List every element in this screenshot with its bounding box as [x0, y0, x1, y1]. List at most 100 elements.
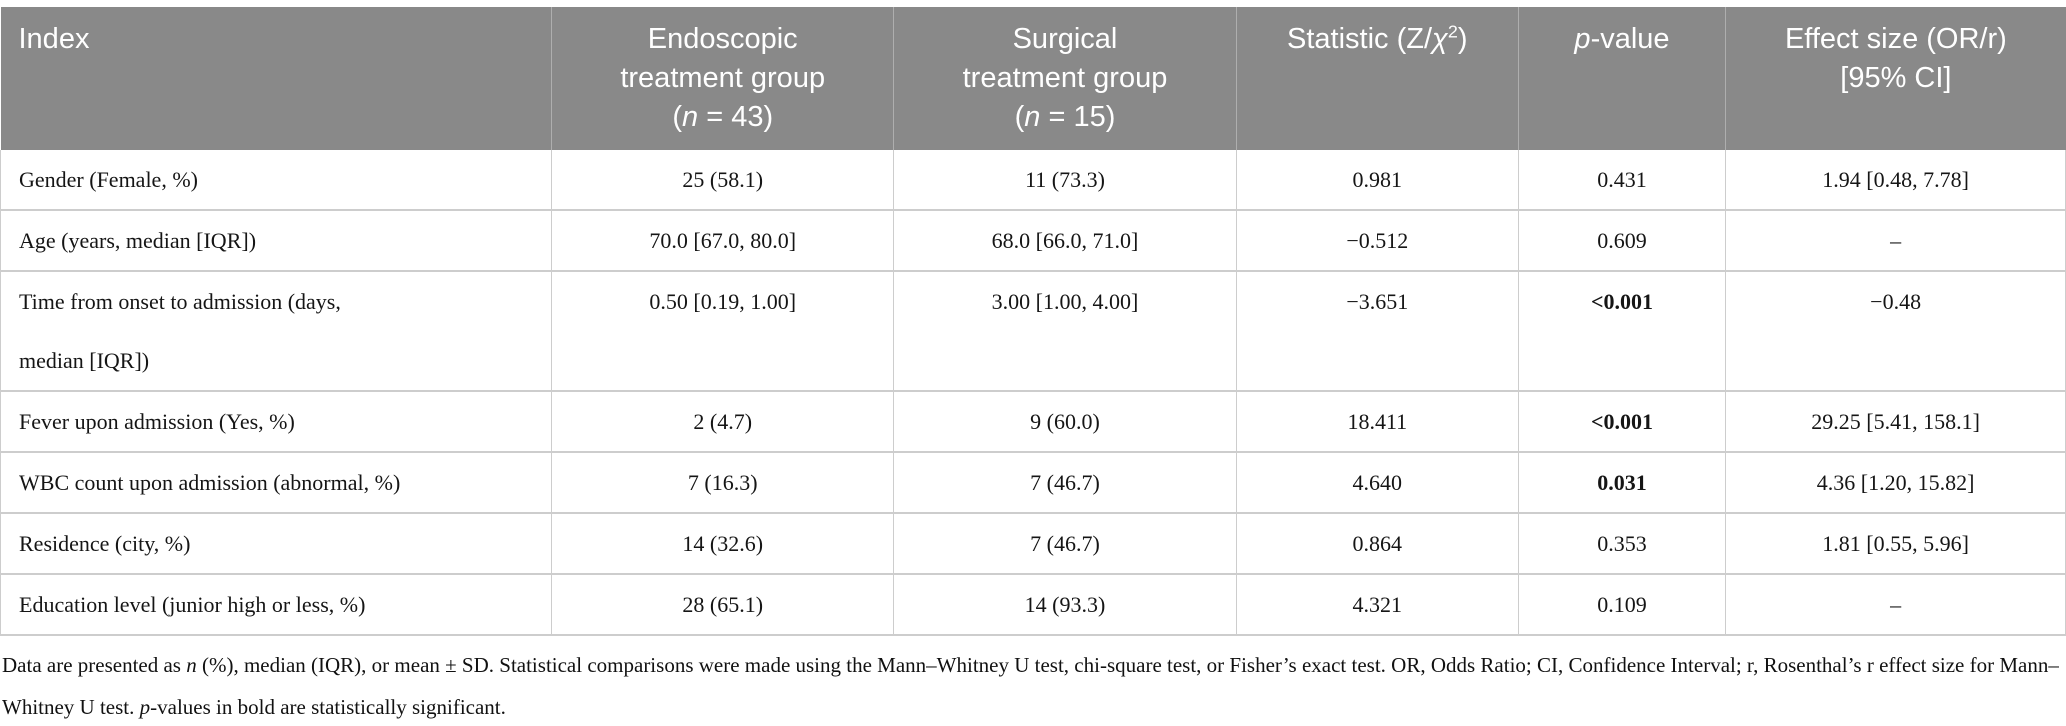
cell-endoscopic-group: 0.50 [0.19, 1.00] — [551, 271, 895, 392]
cell-index: Age (years, median [IQR]) — [0, 210, 553, 272]
cell-line: median [IQR]) — [19, 331, 539, 390]
cell-line: 0.609 — [1531, 211, 1714, 270]
cell-statistic: 0.981 — [1235, 150, 1519, 211]
table-row: Fever upon admission (Yes, %) 2 (4.7) 9 (6… — [0, 391, 2066, 453]
cell-line: 0.981 — [1249, 150, 1506, 209]
cell-p-value: 0.609 — [1517, 210, 1727, 272]
text-segment: (%), median (IQR), or mean ± SD. Statist… — [2, 653, 2059, 719]
text-segment: Age (years, median [IQR]) — [19, 228, 257, 253]
cell-line: Surgical — [908, 20, 1222, 59]
text-segment: Time from onset to admission (days, — [19, 289, 341, 314]
text-segment: <0.001 — [1590, 289, 1654, 314]
cell-line: 7 (16.3) — [564, 453, 881, 512]
text-segment: 1.94 [0.48, 7.78] — [1822, 167, 1969, 192]
cell-p-value: <0.001 — [1517, 391, 1727, 453]
cell-line: (n = 15) — [908, 98, 1222, 137]
table-row: WBC count upon admission (abnormal, %) 7 … — [0, 452, 2066, 514]
cell-statistic: −3.651 — [1235, 271, 1519, 392]
cell-line: 70.0 [67.0, 80.0] — [564, 211, 881, 270]
text-segment: −3.651 — [1346, 289, 1409, 314]
table-row: Time from onset to admission (days, media… — [0, 271, 2066, 392]
text-segment: -values in bold are statistically signif… — [150, 695, 506, 719]
text-segment: 1.81 [0.55, 5.96] — [1822, 531, 1969, 556]
text-segment: 4.321 — [1352, 592, 1403, 617]
cell-line: 1.94 [0.48, 7.78] — [1738, 150, 2053, 209]
table-row: Gender (Female, %) 25 (58.1) 11 (73.3) 0.98… — [0, 150, 2066, 211]
cell-surgical-group: 7 (46.7) — [893, 452, 1237, 514]
text-segment: 7 (46.7) — [1030, 531, 1100, 556]
text-segment: median [IQR]) — [19, 348, 150, 373]
cell-line: 4.36 [1.20, 15.82] — [1738, 453, 2053, 512]
cell-p-value: 0.431 — [1517, 150, 1727, 211]
cell-line: treatment group — [908, 59, 1222, 98]
cell-line: 29.25 [5.41, 158.1] — [1738, 392, 2053, 451]
cell-endoscopic-group: 28 (65.1) — [551, 574, 895, 636]
cell-statistic: 4.321 — [1235, 574, 1519, 636]
cell-index: Fever upon admission (Yes, %) — [0, 391, 553, 453]
cell-p-value: 0.109 — [1517, 574, 1727, 636]
cell-line: [95% CI] — [1740, 59, 2051, 98]
cell-line: Education level (junior high or less, %) — [19, 575, 539, 634]
text-segment: Fever upon admission (Yes, %) — [19, 409, 295, 434]
text-segment: [95% CI] — [1840, 62, 1952, 94]
cell-statistic: 18.411 — [1235, 391, 1519, 453]
column-header-p-value: p-value — [1518, 7, 1727, 150]
cell-line: 28 (65.1) — [564, 575, 881, 634]
cell-line: 2 (4.7) — [564, 392, 881, 451]
text-segment: p — [139, 695, 151, 719]
text-segment: WBC count upon admission (abnormal, %) — [19, 470, 401, 495]
text-segment: ( — [1014, 101, 1025, 133]
cell-line: 18.411 — [1249, 392, 1506, 451]
text-segment: – — [1890, 228, 1902, 253]
cell-line: 4.640 — [1249, 453, 1506, 512]
text-segment: Endoscopic — [647, 23, 798, 55]
cell-line: Index — [19, 20, 538, 59]
text-segment: 0.50 [0.19, 1.00] — [649, 289, 797, 314]
cell-line: 0.109 — [1531, 575, 1714, 634]
text-segment: 0.609 — [1597, 228, 1647, 253]
text-segment: −0.512 — [1346, 228, 1409, 253]
text-segment: 29.25 [5.41, 158.1] — [1811, 409, 1980, 434]
cell-endoscopic-group: 70.0 [67.0, 80.0] — [551, 210, 895, 272]
cell-surgical-group: 68.0 [66.0, 71.0] — [893, 210, 1237, 272]
cell-line: 0.353 — [1531, 514, 1714, 573]
text-segment: 4.36 [1.20, 15.82] — [1816, 470, 1975, 495]
text-segment: -value — [1590, 23, 1670, 55]
text-segment: 7 (16.3) — [687, 470, 758, 495]
cell-statistic: 0.864 — [1235, 513, 1519, 575]
cell-line: 9 (60.0) — [906, 392, 1224, 451]
cell-line: 0.50 [0.19, 1.00] — [564, 272, 881, 331]
text-segment: χ — [1432, 23, 1448, 55]
cell-statistic: −0.512 — [1235, 210, 1519, 272]
statistics-table: Index Endoscopic treatment group (n = 43) Su… — [0, 7, 2066, 636]
text-segment: Education level (junior high or less, %) — [19, 592, 366, 617]
cell-line: 0.864 — [1249, 514, 1506, 573]
text-segment: 14 (32.6) — [682, 531, 764, 556]
text-segment: treatment group — [620, 62, 826, 94]
cell-line: 11 (73.3) — [906, 150, 1224, 209]
cell-surgical-group: 14 (93.3) — [893, 574, 1237, 636]
cell-line: <0.001 — [1531, 392, 1714, 451]
cell-line: 1.81 [0.55, 5.96] — [1738, 514, 2053, 573]
text-segment: Statistic (Z/ — [1287, 23, 1433, 55]
cell-line: <0.001 — [1531, 272, 1714, 331]
text-segment: 14 (93.3) — [1024, 592, 1106, 617]
text-segment: 4.640 — [1352, 470, 1403, 495]
cell-line: 0.431 — [1531, 150, 1714, 209]
cell-line: Statistic (Z/χ2) — [1251, 20, 1504, 59]
text-segment: Residence (city, %) — [19, 531, 191, 556]
text-segment: 11 (73.3) — [1025, 167, 1105, 192]
cell-effect-size: – — [1725, 574, 2066, 636]
cell-line: −3.651 — [1249, 272, 1506, 331]
cell-line: 3.00 [1.00, 4.00] — [906, 272, 1224, 331]
cell-effect-size: 4.36 [1.20, 15.82] — [1725, 452, 2066, 514]
text-segment: 0.109 — [1597, 592, 1647, 617]
cell-surgical-group: 7 (46.7) — [893, 513, 1237, 575]
cell-index: Residence (city, %) — [0, 513, 553, 575]
cell-statistic: 4.640 — [1235, 452, 1519, 514]
cell-effect-size: 29.25 [5.41, 158.1] — [1725, 391, 2066, 453]
text-segment: 9 (60.0) — [1030, 409, 1100, 434]
text-segment: 0.864 — [1352, 531, 1403, 556]
cell-endoscopic-group: 2 (4.7) — [551, 391, 895, 453]
cell-line: Gender (Female, %) — [19, 150, 539, 209]
